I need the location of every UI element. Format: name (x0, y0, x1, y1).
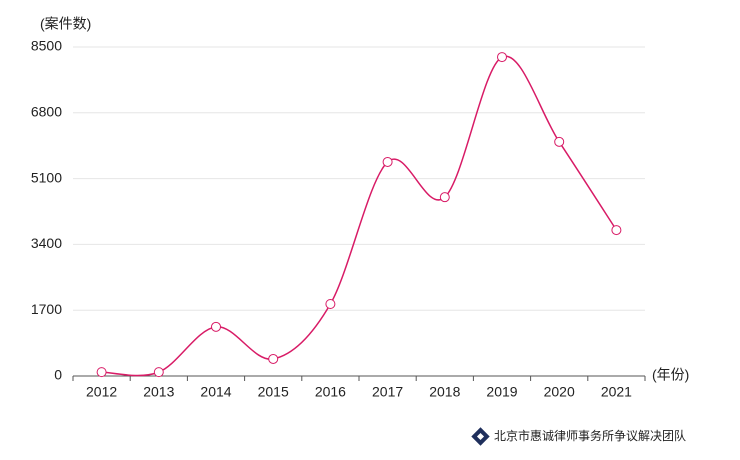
x-tick-label: 2018 (429, 384, 460, 400)
x-tick-label: 2014 (200, 384, 231, 400)
point (497, 52, 507, 63)
x-tick-label: 2017 (372, 384, 403, 400)
y-axis-label: (案件数) (40, 16, 91, 32)
point (611, 225, 622, 236)
x-tick-label: 2016 (315, 384, 346, 400)
point (325, 299, 336, 310)
point (153, 367, 164, 378)
x-tick-label: 2019 (486, 384, 517, 400)
x-tick-label: 2013 (143, 384, 174, 400)
point (211, 321, 221, 332)
y-tick-label: 6800 (31, 104, 62, 120)
x-tick-label: 2015 (258, 384, 289, 400)
y-tick-label: 1700 (31, 301, 62, 317)
point (439, 192, 450, 203)
line (101, 55, 618, 377)
source: 北京市惠诚律师事务所争议解决团队 (494, 428, 686, 443)
source-logo (471, 427, 490, 446)
point (268, 353, 279, 364)
point (382, 156, 393, 167)
point (96, 367, 107, 378)
y-tick-label: 3400 (31, 235, 62, 251)
y-tick-label: 8500 (31, 38, 62, 54)
x-tick-label: 2012 (86, 384, 117, 400)
x-axis-label: (年份) (652, 367, 689, 383)
y-tick-label: 0 (54, 367, 62, 383)
x-tick-label: 2021 (601, 384, 632, 400)
x-tick-label: 2020 (544, 384, 575, 400)
y-tick-label: 5100 (31, 169, 62, 185)
point (554, 136, 565, 147)
